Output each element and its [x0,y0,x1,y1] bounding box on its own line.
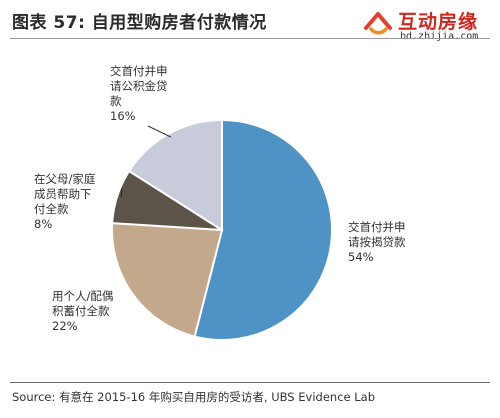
pie-slices [111,118,333,341]
slice-label-own-savings: 用个人/配偶 积蓄付全款 22% [52,289,113,334]
slice-label-line: 积蓄付全款 [52,304,110,318]
slice-label-line: 付全款 [34,202,69,216]
slice-label-line: 成员帮助下 [34,187,92,201]
brand-url: bd.zhijia.com [400,31,479,42]
slice-mortgage [193,118,333,341]
house-logo-icon [364,12,392,35]
footer-divider [10,382,490,383]
pie-chart-svg [111,118,333,341]
slice-percent: 22% [52,319,78,333]
header-divider [10,38,490,39]
slice-percent: 16% [110,109,136,123]
brand-name: 互动房缘 [398,11,479,33]
slice-label-line: 款 [110,94,122,108]
slice-own-savings [111,222,224,338]
slice-percent: 54% [348,250,374,264]
leader-lines [120,125,172,198]
pie-chart: 交首付并申 请按揭贷款 54% 用个人/配偶 积蓄付全款 22% 在父母/家庭 … [0,40,500,380]
chart-title: 图表 57: 自用型购房者付款情况 [12,13,267,33]
brand-logo: 互动房缘 bd.zhijia.com [362,6,492,46]
slice-label-line: 交首付并申 [110,64,168,78]
slice-label-line: 交首付并申 [348,220,406,234]
slice-label-line: 请公积金贷 [110,79,168,93]
leader-line-family-help [120,187,123,198]
slice-provident-fund [127,118,223,232]
slice-label-family-help: 在父母/家庭 成员帮助下 付全款 8% [34,172,95,232]
source-note: Source: 有意在 2015-16 年购买自用房的受访者, UBS Evid… [12,390,375,404]
slice-label-line: 用个人/配偶 [52,289,114,303]
slice-label-mortgage: 交首付并申 请按揭贷款 54% [348,220,406,265]
slice-label-line: 在父母/家庭 [34,172,96,186]
slice-label-provident-fund: 交首付并申 请公积金贷 款 16% [110,64,168,124]
slice-label-line: 请按揭贷款 [348,235,406,249]
slice-percent: 8% [34,217,53,231]
leader-line-provident-fund [147,125,172,138]
